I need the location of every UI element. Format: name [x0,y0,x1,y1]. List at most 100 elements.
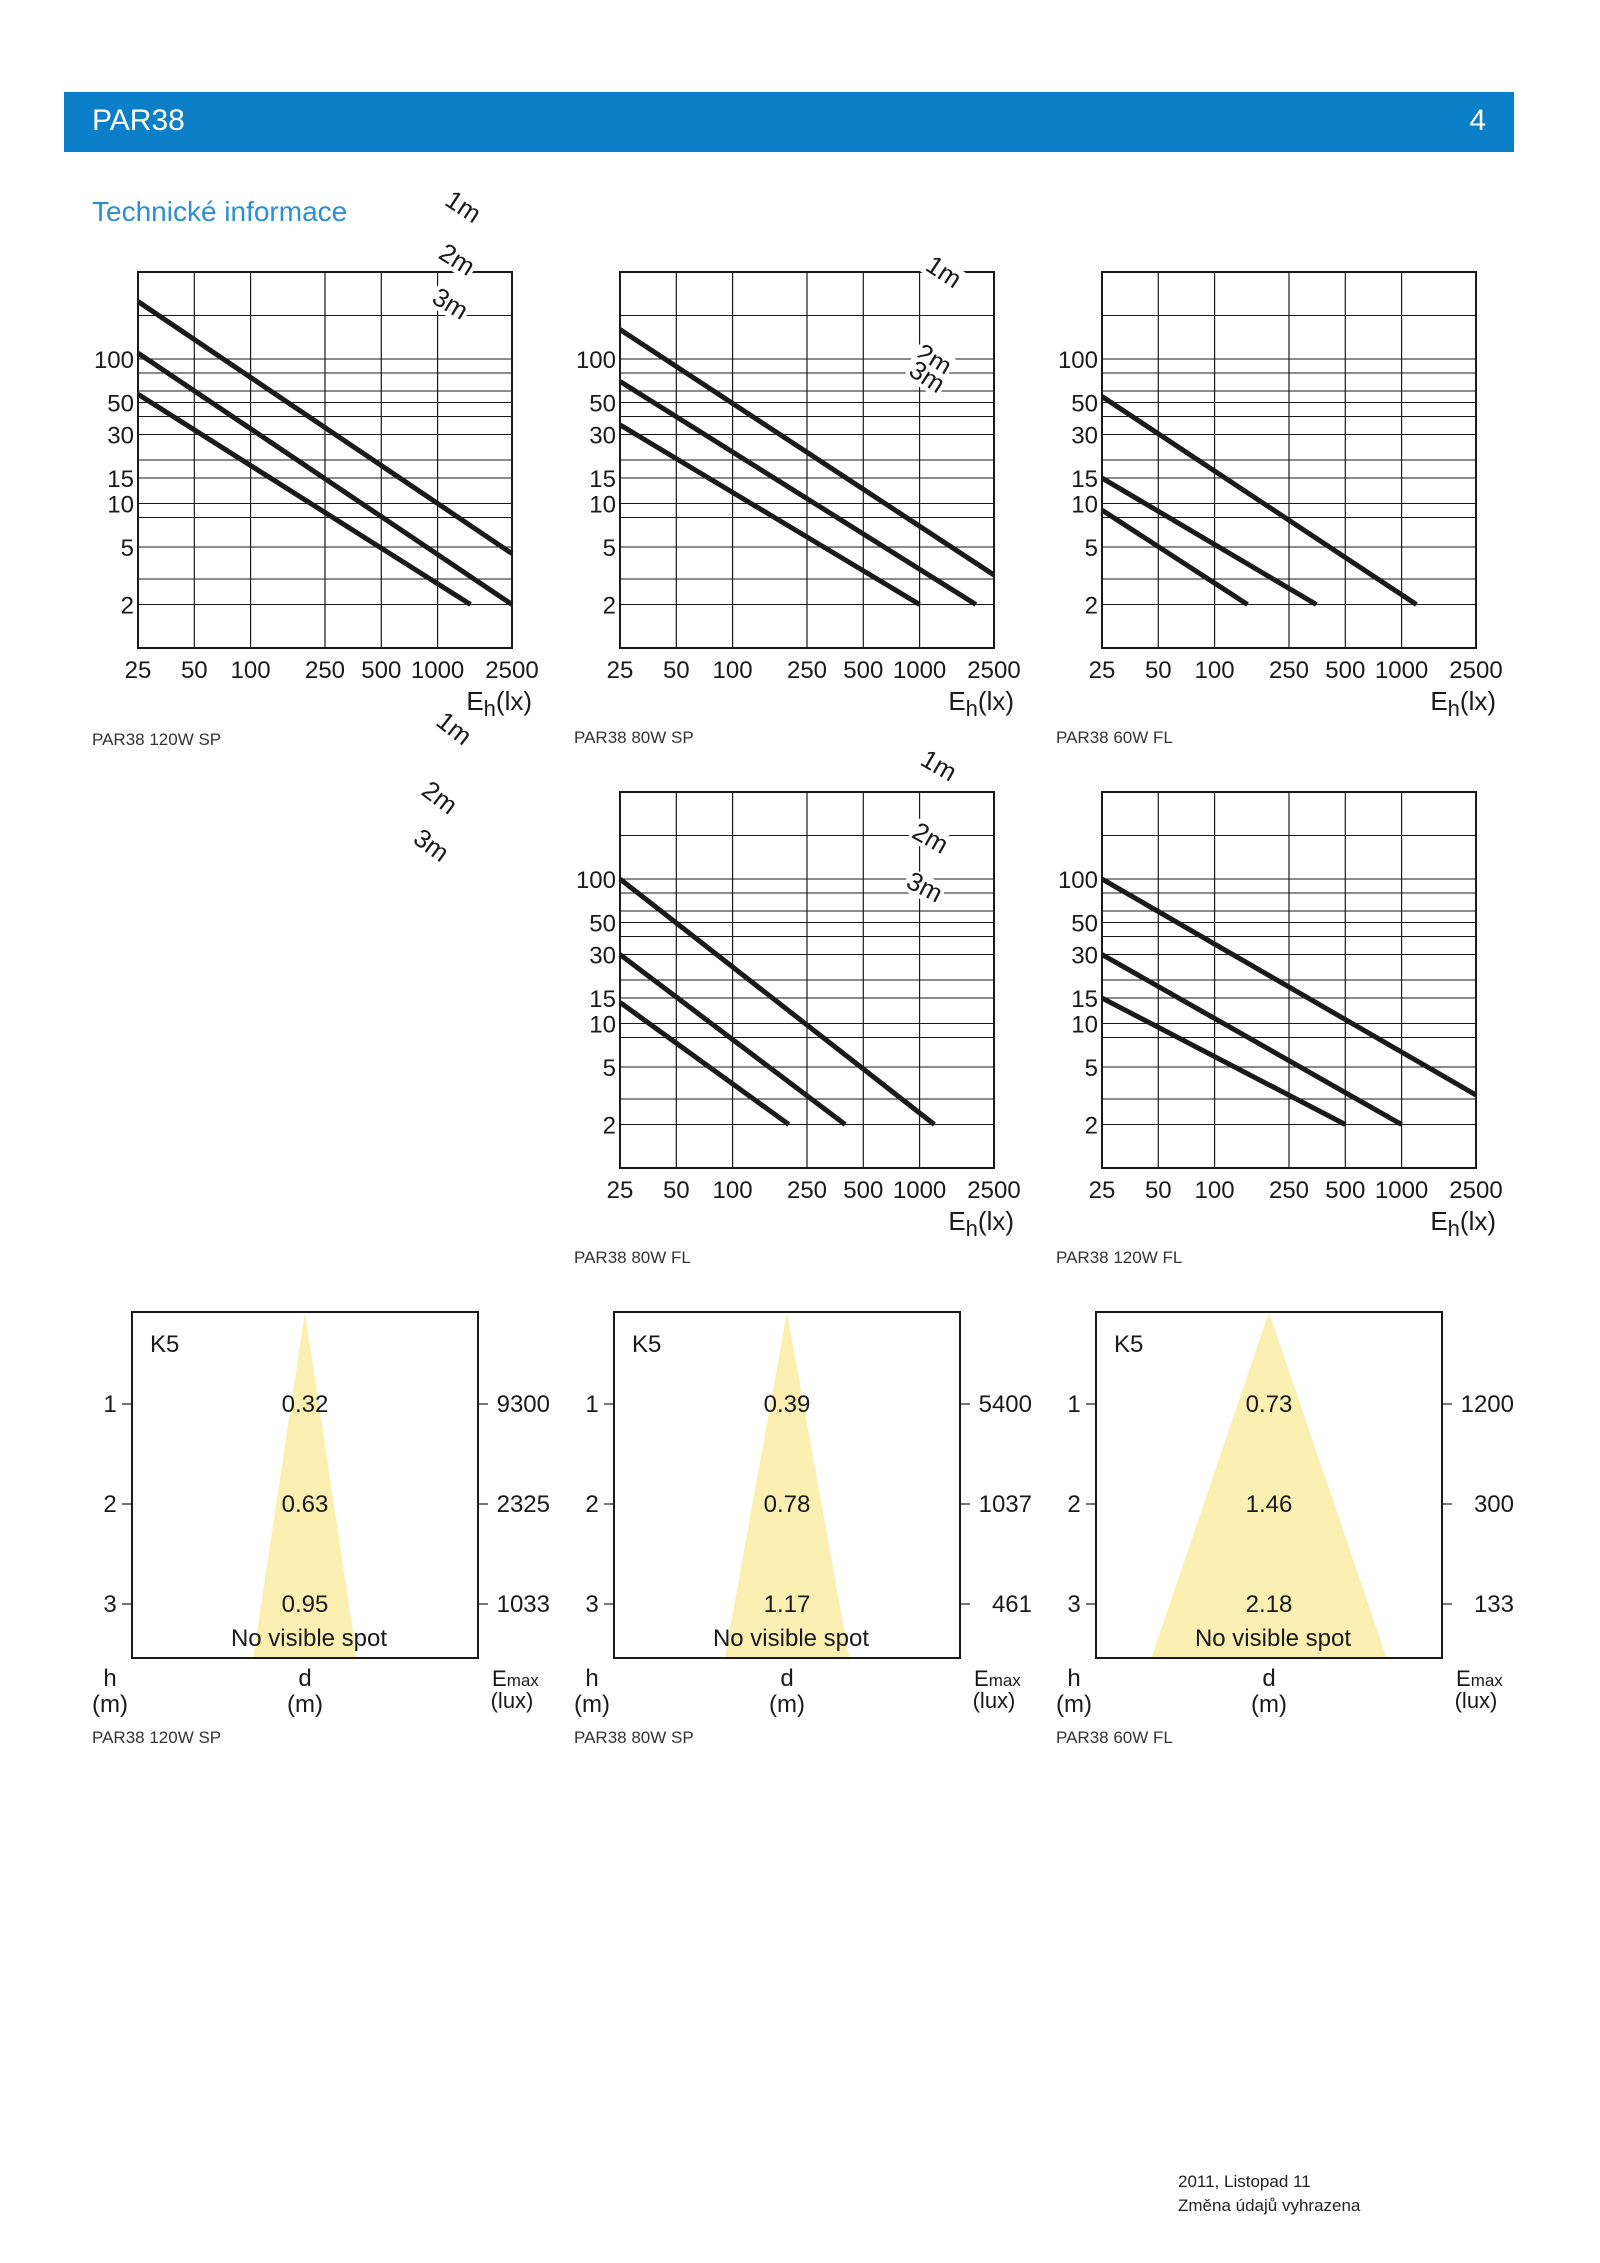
graph-par38-60w-fl: 25 50 100 250 500 1000 2500 100 50 30 15 10 5 2 1m 2m 3m… [903,249,1534,732]
x-tick-label: 100 [713,1177,753,1204]
series-line-1m [136,299,514,556]
series-label-1m: 1m [916,743,962,787]
y-tick-label: 2 [1085,593,1098,620]
series-line-3m [1100,995,1347,1127]
graph-caption: PAR38 80W SP [574,728,694,747]
x-axis-label-unit: (lx) [978,686,1014,716]
series-label-bg [901,867,948,908]
d-value: 0.32 [282,1391,329,1418]
x-tick-label: 1000 [893,657,946,684]
d-value: 1.46 [1246,1491,1293,1518]
series-line-3m [136,392,472,607]
x-axis-label-base: E [466,686,483,716]
x-tick-label: 500 [843,657,883,684]
h-value: 3 [1067,1591,1080,1618]
d-value: 0.39 [764,1391,811,1418]
no-visible-spot-note: No visible spot [231,1625,387,1652]
x-tick-label: 25 [607,657,634,684]
x-tick-label: 250 [1269,657,1309,684]
graph-par38-80w-fl: 25 50 100 250 500 1000 2500 100 50 30 15 10 5 2 1m 2m 3m… [407,705,1052,1252]
emax-axis-label-base: E [492,1666,507,1691]
page-number: 4 [1469,104,1486,137]
y-tick-label: 15 [589,986,616,1013]
beam-cone [1151,1312,1387,1658]
cone-par38-120w-sp: K5 1 9300 0.32 2 2325 0.63 3 1033 0.95 No visible … [90,1311,570,1742]
y-tick-label: 10 [1071,1011,1098,1038]
emax-value: 2325 [497,1491,550,1518]
d-axis-label: d [1262,1665,1275,1692]
y-tick-label: 15 [1071,986,1098,1013]
x-axis-label: Eh(lx) [948,686,1014,721]
x-axis-label-base: E [1430,686,1447,716]
graph-par38-80w-sp: 25 50 100 250 500 1000 2500 100 50 30 15 10 5 2 1m 2m 3m… [426,184,1052,732]
x-tick-label: 1000 [1375,657,1428,684]
x-tick-label: 100 [1195,1177,1235,1204]
cone-label: K5 [632,1331,661,1358]
cone-svg: K5 1 5400 0.39 2 1037 0.78 3 461 1.17 No visible s… [574,1311,1032,1718]
d-value: 0.73 [1246,1391,1293,1418]
y-tick-label: 30 [589,423,616,450]
x-axis-label-unit: (lx) [1460,686,1496,716]
y-tick-label: 2 [121,593,134,620]
y-tick-label: 100 [94,347,134,374]
emax-value: 133 [1474,1591,1514,1618]
emax-value: 300 [1474,1491,1514,1518]
series-label-2m: 2m [416,774,463,820]
series-label-group: 2m [416,774,463,820]
y-tick-label: 100 [576,347,616,374]
x-axis-label-unit: (lx) [1460,1206,1496,1236]
y-tick-label: 50 [589,390,616,417]
x-tick-label: 250 [787,1177,827,1204]
series-line-1m [618,877,936,1127]
graph-par38-120w-fl: 25 50 100 250 500 1000 2500 100 50 30 15 10 5 2 1m 2m 3m… [901,743,1534,1252]
x-tick-label: 2500 [967,657,1020,684]
no-visible-spot-note: No visible spot [713,1625,869,1652]
x-tick-label: 2500 [967,1177,1020,1204]
d-axis-unit: (m) [1251,1691,1287,1718]
x-tick-label: 50 [663,657,690,684]
x-tick-label: 250 [1269,1177,1309,1204]
d-axis-unit: (m) [769,1691,805,1718]
x-axis-label-sub: h [1448,696,1460,721]
y-tick-label: 50 [1071,390,1098,417]
h-axis-unit: (m) [1056,1691,1092,1718]
section-title: Technické informace [92,196,348,227]
h-value: 2 [103,1491,116,1518]
x-tick-label: 500 [1325,1177,1365,1204]
x-tick-label: 250 [787,657,827,684]
y-tick-label: 5 [121,535,134,562]
emax-value: 1037 [979,1491,1032,1518]
graph-svg: 25501002505001000250010050301510521m2m3m… [94,271,539,721]
x-tick-label: 100 [231,657,271,684]
series-label-bg [903,356,951,399]
x-axis-label-base: E [948,1206,965,1236]
cone-caption: PAR38 60W FL [1056,1728,1173,1747]
y-tick-label: 100 [576,867,616,894]
beam-cone [724,1312,850,1658]
d-value: 1.17 [764,1591,811,1618]
y-tick-label: 5 [603,535,616,562]
x-axis-label-unit: (lx) [496,686,532,716]
d-axis-label: d [780,1665,793,1692]
x-axis-label-base: E [1430,1206,1447,1236]
x-tick-label: 50 [663,1177,690,1204]
header-title: PAR38 [92,104,185,137]
series-label-bg [439,186,487,229]
series-label-group: 3m [407,822,455,868]
emax-axis-unit: (lux) [1455,1688,1498,1713]
y-tick-label: 2 [603,593,616,620]
y-tick-label: 30 [1071,423,1098,450]
beam-cone [253,1312,357,1658]
d-value: 0.63 [282,1491,329,1518]
d-value: 0.78 [764,1491,811,1518]
emax-axis-label-sub: max [989,1671,1022,1690]
series-line-2m [136,350,514,607]
footer-note: Změna údajů vyhrazena [1178,2196,1361,2215]
cone-frame-border [613,1311,961,1659]
series-label-bg [407,824,455,868]
x-tick-label: 25 [1089,1177,1116,1204]
x-axis-label-sub: h [1448,1216,1460,1241]
x-tick-label: 500 [361,657,401,684]
